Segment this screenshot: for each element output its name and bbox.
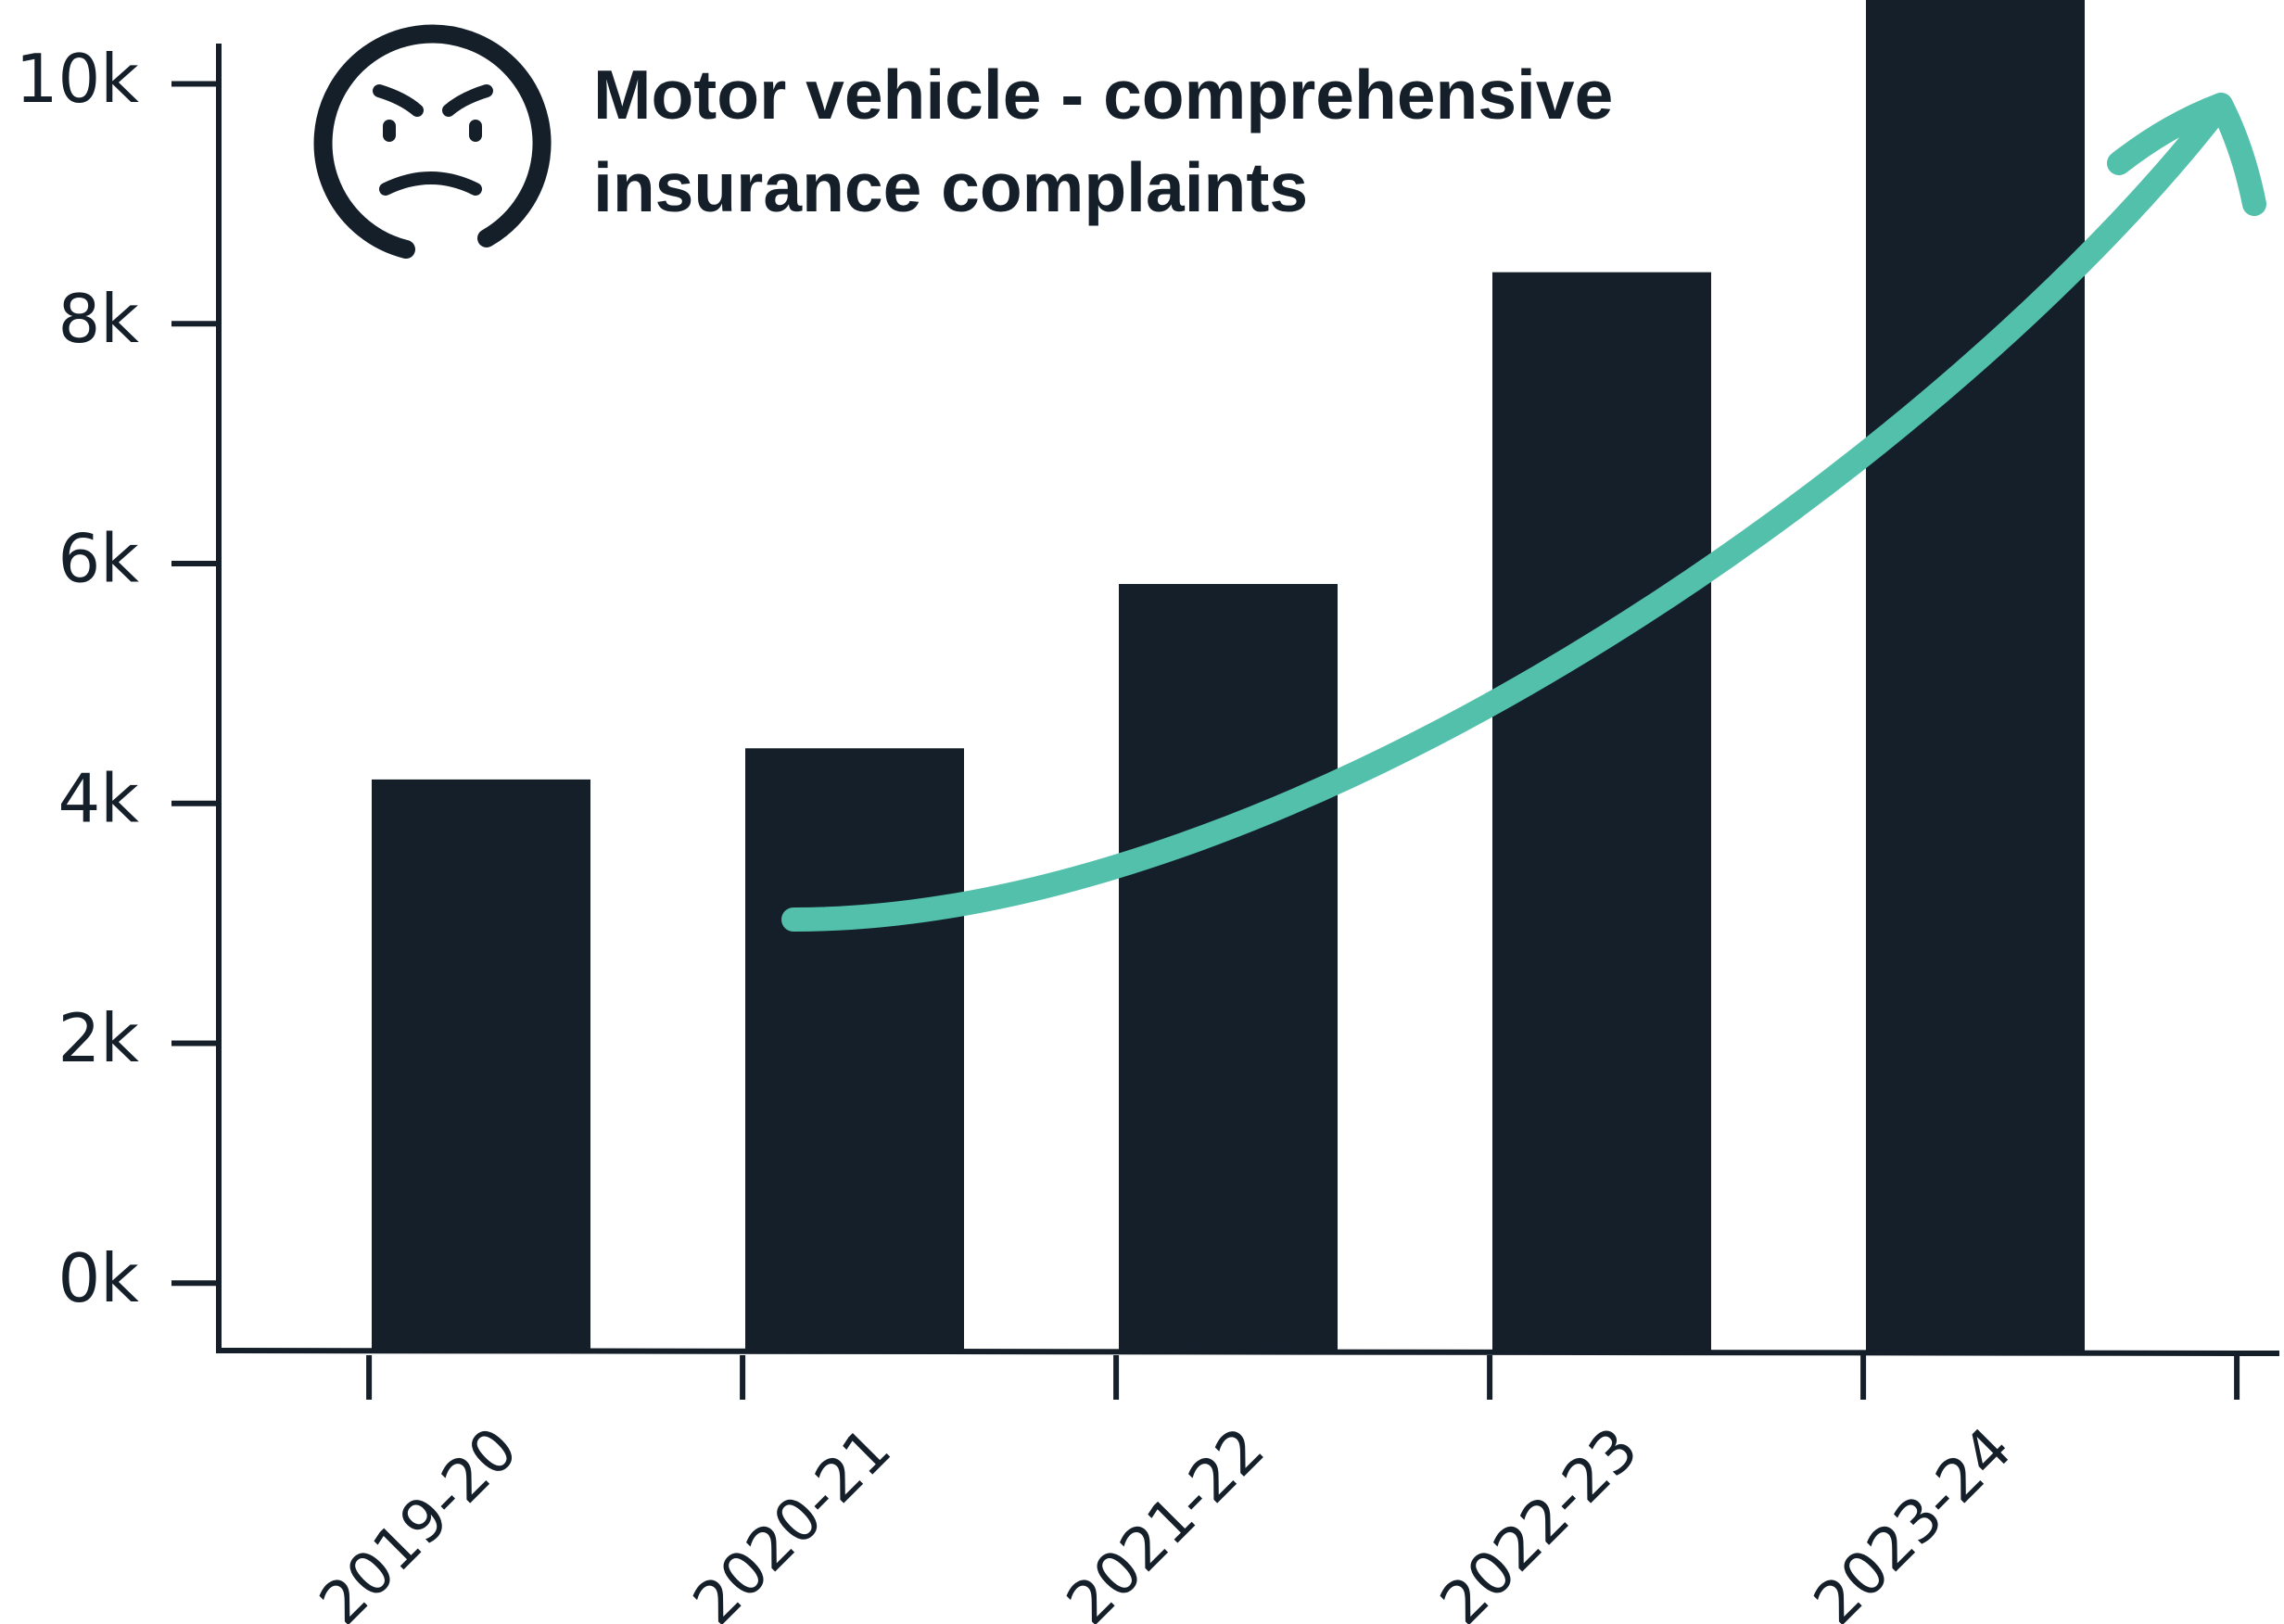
x-axis-line xyxy=(215,1348,2280,1356)
arrow-head xyxy=(2107,93,2266,216)
bar xyxy=(1119,584,1338,1351)
brow xyxy=(442,84,493,117)
y-tick-label: 4k xyxy=(57,759,139,837)
chart-title: Motor vehicle - comprehensive insurance … xyxy=(593,56,1614,226)
x-tick-marks xyxy=(366,1355,2240,1400)
axes xyxy=(215,44,2280,1356)
brow xyxy=(373,84,424,117)
angry-face-icon xyxy=(313,24,552,259)
y-tick-label: 8k xyxy=(57,280,139,358)
y-tick-label: 0k xyxy=(57,1239,139,1317)
mouth xyxy=(379,171,482,196)
x-tick-label: 2023-24 xyxy=(1801,1415,2024,1624)
x-tick-label: 2020-21 xyxy=(680,1415,904,1624)
bar xyxy=(1492,272,1711,1351)
bar xyxy=(372,779,590,1351)
x-tick-label: 2021-22 xyxy=(1054,1415,1277,1624)
bar xyxy=(1866,0,2085,1352)
y-tick-label: 10k xyxy=(16,40,140,118)
bar xyxy=(745,748,964,1351)
y-tick-label: 2k xyxy=(57,999,139,1077)
bars xyxy=(372,0,2085,1352)
y-tick-label: 6k xyxy=(57,520,139,598)
trend-arrow xyxy=(781,93,2266,932)
trend-curve xyxy=(781,93,2233,932)
x-tick-label: 2022-23 xyxy=(1428,1415,1651,1624)
face-outline xyxy=(313,24,552,259)
x-tick-label: 2019-20 xyxy=(307,1415,530,1624)
